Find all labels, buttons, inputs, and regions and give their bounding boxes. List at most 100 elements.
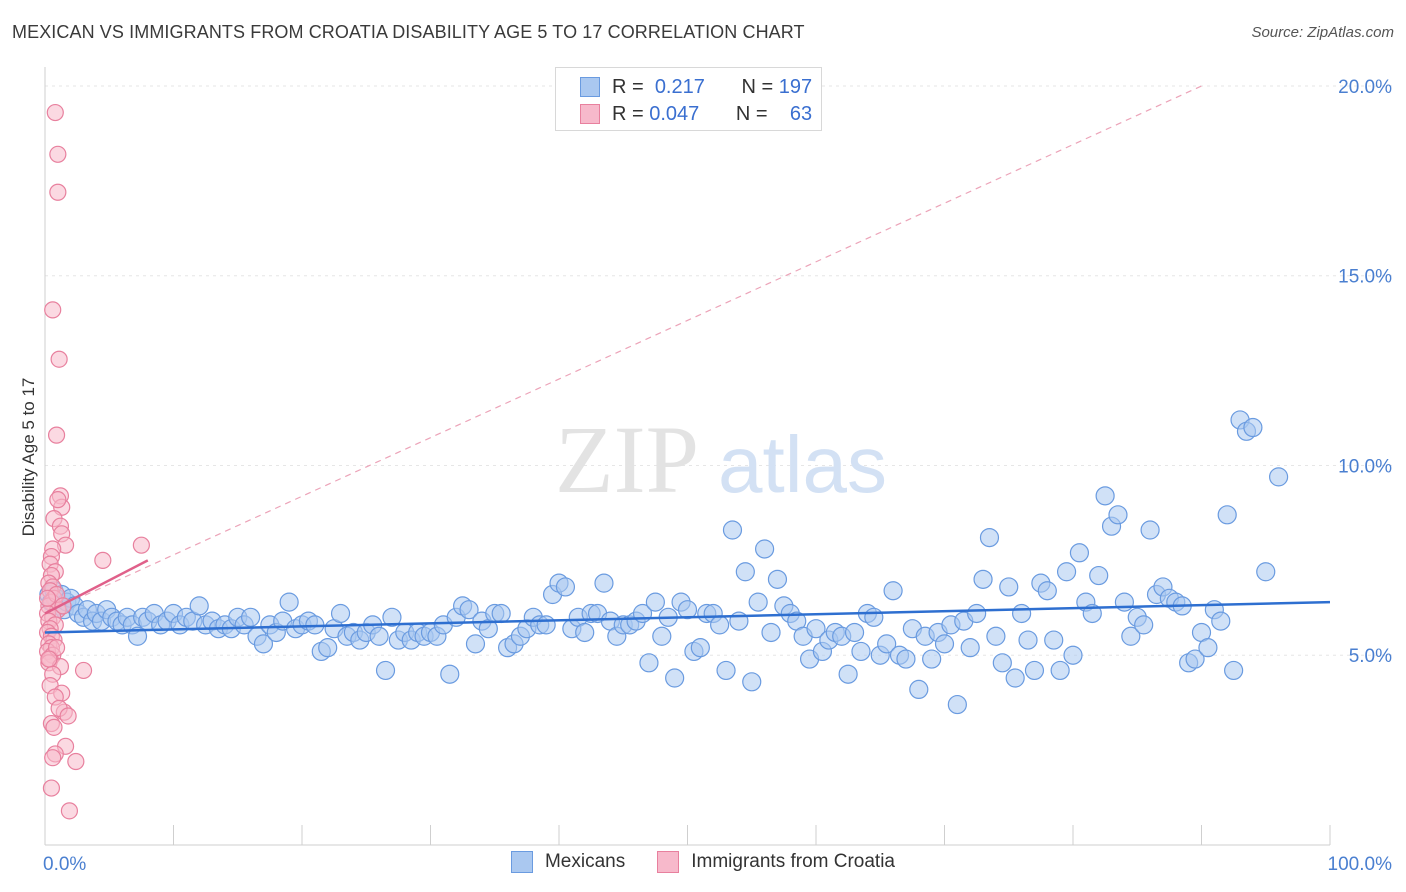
- mexicans-point: [594, 573, 614, 593]
- mexicans-point: [382, 607, 402, 627]
- mexicans-point: [375, 660, 396, 681]
- mexicans-point: [979, 527, 1000, 548]
- mexicans-point: [986, 626, 1006, 646]
- croatia-point: [49, 183, 67, 201]
- croatia-point: [45, 718, 63, 736]
- mexicans-point: [710, 615, 730, 635]
- mexicans-point: [677, 600, 698, 620]
- mexicans-point: [1095, 486, 1115, 506]
- mexicans-point: [440, 664, 460, 684]
- mexicans-point: [1050, 660, 1070, 681]
- mexicans-point: [767, 569, 788, 589]
- mexicans-point: [690, 638, 710, 658]
- mexicans-point: [575, 622, 595, 643]
- mexicans-point: [992, 653, 1012, 673]
- mexicans-point: [851, 641, 871, 662]
- croatia-points: [38, 103, 150, 820]
- croatia-point: [44, 749, 62, 767]
- croatia-point: [50, 350, 68, 368]
- mexicans-point: [973, 569, 993, 589]
- mexicans-point: [1198, 638, 1218, 658]
- mexicans-point: [716, 660, 736, 681]
- mexicans-point: [761, 622, 781, 643]
- mexicans-point: [1069, 543, 1090, 563]
- croatia-point: [49, 491, 67, 509]
- croatia-point: [49, 145, 67, 163]
- mexicans-point: [459, 600, 479, 620]
- legend-n-value: 63: [789, 102, 813, 125]
- legend-item-mexicans: Mexicans: [510, 851, 626, 873]
- mexicans-point: [279, 592, 299, 612]
- legend-n-label: N =: [735, 102, 768, 125]
- series-legend: Mexicans Immigrants from Croatia: [0, 851, 1406, 873]
- mexicans-point: [1217, 505, 1237, 525]
- legend-label-mexicans: Mexicans: [544, 851, 626, 872]
- mexicans-point: [922, 649, 942, 669]
- croatia-point: [42, 779, 61, 797]
- correlation-legend: R = 0.217 N = 197 R = 0.047 N = 63: [555, 67, 822, 131]
- legend-row-croatia: R = 0.047 N = 63: [580, 101, 812, 127]
- mexicans-point: [947, 694, 967, 715]
- mexicans-point: [838, 664, 858, 684]
- mexicans-point: [1211, 611, 1231, 631]
- mexicans-point: [1243, 417, 1263, 438]
- mexicans-point: [896, 649, 916, 669]
- legend-r-value: 0.047: [649, 102, 700, 125]
- croatia-legend-swatch: [657, 851, 680, 873]
- croatia-point: [46, 103, 64, 122]
- croatia-trend-extended: [44, 85, 1202, 615]
- mexicans-point: [652, 626, 672, 646]
- croatia-trend-dashed: [44, 85, 1202, 615]
- mexicans-point: [1063, 645, 1083, 665]
- croatia-point: [38, 589, 57, 607]
- legend-n-label: N =: [741, 75, 774, 98]
- y-tick-label: 10.0%: [1338, 456, 1392, 477]
- legend-r-label: R =: [612, 102, 644, 125]
- mexicans-point: [722, 520, 743, 540]
- mexicans-trend-line: [44, 600, 1331, 634]
- mexicans-point: [665, 668, 685, 688]
- watermark-atlas: atlas: [718, 420, 887, 509]
- croatia-point: [74, 661, 93, 680]
- mexicans-point: [1256, 562, 1276, 582]
- mexicans-point: [864, 607, 884, 627]
- source-label: Source: ZipAtlas.com: [1251, 24, 1394, 41]
- y-tick-label: 15.0%: [1338, 267, 1392, 288]
- mexicans-point: [1268, 467, 1289, 487]
- mexicans-point: [1114, 592, 1135, 612]
- mexicans-point: [1224, 660, 1244, 681]
- mexicans-point: [1056, 562, 1077, 582]
- legend-n-value: 197: [778, 75, 813, 98]
- mexicans-point: [491, 603, 511, 624]
- mexicans-point: [1108, 505, 1128, 525]
- mexicans-point: [909, 679, 929, 700]
- grid-lines: [45, 85, 1392, 656]
- legend-row-mexicans: R = 0.217 N = 197: [580, 74, 812, 100]
- croatia-point: [132, 536, 150, 554]
- croatia-point: [47, 426, 66, 444]
- mexicans-point: [967, 603, 987, 624]
- x-tick-label: 100.0%: [1328, 854, 1393, 875]
- mexicans-point: [806, 619, 826, 639]
- axes: [44, 67, 1331, 846]
- mexicans-point: [735, 562, 755, 582]
- croatia-point: [40, 650, 58, 668]
- mexicans-point: [369, 626, 389, 646]
- mexicans-point: [1089, 565, 1109, 586]
- y-tick-label: 20.0%: [1338, 77, 1392, 98]
- mexicans-point: [465, 634, 486, 654]
- mexicans-swatch: [580, 77, 600, 97]
- mexicans-point: [1121, 626, 1141, 646]
- watermark-zip: ZIP: [555, 406, 699, 513]
- trend-lines: [44, 559, 1331, 634]
- mexicans-point: [330, 603, 351, 624]
- legend-r-label: R =: [612, 75, 644, 98]
- mexicans-legend-swatch: [510, 851, 533, 873]
- croatia-point: [59, 707, 77, 725]
- croatia-swatch: [580, 104, 600, 124]
- legend-r-value: 0.217: [654, 75, 705, 98]
- mexicans-point: [189, 596, 209, 616]
- mexicans-point: [1005, 668, 1025, 688]
- mexicans-point: [960, 638, 980, 658]
